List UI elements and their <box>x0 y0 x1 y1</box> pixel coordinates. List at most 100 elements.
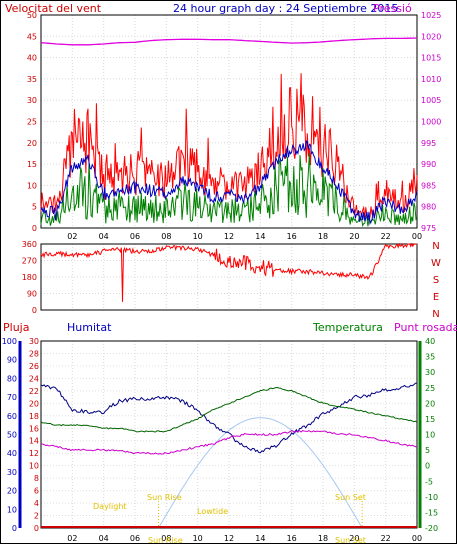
climate-panel-x-axis: 02 04 06 08 10 12 14 16 18 20 22 00 <box>67 534 422 543</box>
humidity-tick: 100 <box>2 337 17 346</box>
rain-tick: 26 <box>29 362 39 371</box>
x-tick-label: 02 <box>67 534 77 543</box>
humidity-tick: 50 <box>7 431 17 440</box>
sunrise-label: Sun Rise <box>147 493 182 502</box>
direction-tick: 180 <box>22 273 37 282</box>
rain-tick: 12 <box>29 449 39 458</box>
temperature-tick: -15 <box>425 508 438 517</box>
humidity-tick: 10 <box>7 505 17 514</box>
temperature-line <box>40 386 418 433</box>
x-tick-label: 12 <box>224 232 234 241</box>
pressure-line <box>40 37 418 46</box>
rain-tick: 24 <box>29 374 39 383</box>
compass-label: E <box>433 292 439 303</box>
rain-tick: 4 <box>34 499 39 508</box>
pressure-tick: 995 <box>421 139 436 148</box>
wind-speed-tick: 50 <box>27 11 37 20</box>
x-tick-label: 06 <box>130 534 140 543</box>
direction-tick: 0 <box>32 306 37 315</box>
direction-tick: 360 <box>22 240 37 249</box>
pressure-tick: 1015 <box>421 54 441 63</box>
direction-tick: 90 <box>27 290 37 299</box>
wind-speed-tick: 10 <box>27 181 37 190</box>
rain-tick: 30 <box>29 337 39 346</box>
temperature-tick: 20 <box>425 399 435 408</box>
pressure-tick: 985 <box>421 181 436 190</box>
temperature-title: Temperatura <box>312 321 383 334</box>
x-tick-label: 08 <box>161 232 171 241</box>
rain-tick: 14 <box>29 437 39 446</box>
pressure-tick: 1010 <box>421 75 441 84</box>
daylight-label: Daylight <box>93 502 127 511</box>
rain-tick: 8 <box>34 474 39 483</box>
wind-speed-tick: 15 <box>27 160 37 169</box>
temperature-tick: 0 <box>425 462 430 471</box>
x-tick-label: 06 <box>130 232 140 241</box>
rain-tick: 16 <box>29 424 39 433</box>
lowtide-label: Lowtide <box>197 507 228 516</box>
temperature-tick: -10 <box>425 493 438 502</box>
wind-speed-title: Velocitat del vent <box>5 2 102 15</box>
wind-speed-tick: 25 <box>27 118 37 127</box>
rain-tick: 2 <box>34 512 39 521</box>
pressure-tick: 1025 <box>421 11 441 20</box>
temperature-tick: 25 <box>425 384 435 393</box>
direction-tick: 270 <box>22 257 37 266</box>
x-tick-label: 14 <box>255 232 265 241</box>
rain-tick: 18 <box>29 412 39 421</box>
x-tick-label: 16 <box>287 232 297 241</box>
direction-panel-grid <box>41 243 418 311</box>
wind-speed-tick: 45 <box>27 32 37 41</box>
humidity-tick: 20 <box>7 487 17 496</box>
temperature-tick: 10 <box>425 431 435 440</box>
humidity-title: Humitat <box>67 321 112 334</box>
x-tick-label: 22 <box>381 232 391 241</box>
compass-label: N <box>432 241 439 252</box>
rain-tick: 6 <box>34 487 39 496</box>
wind-panel-grid <box>41 14 418 229</box>
temperature-tick: -20 <box>425 524 438 533</box>
wind-speed-tick: 5 <box>32 203 37 212</box>
x-tick-label: 18 <box>318 232 328 241</box>
temperature-tick: 30 <box>425 368 435 377</box>
humidity-tick: 40 <box>7 449 17 458</box>
pressure-tick: 990 <box>421 160 436 169</box>
pressure-tick: 1000 <box>421 118 441 127</box>
solar-curve-line <box>158 417 363 529</box>
wind-speed-tick: 40 <box>27 54 37 63</box>
temperature-tick: 40 <box>425 337 435 346</box>
x-tick-label: 00 <box>412 534 422 543</box>
humidity-tick: 70 <box>7 393 17 402</box>
rain-tick: 0 <box>34 524 39 533</box>
wind-speed-tick: 20 <box>27 139 37 148</box>
wind-speed-tick: 30 <box>27 96 37 105</box>
direction-axis: 360 270 180 90 0 <box>22 240 37 315</box>
pressure-tick: 975 <box>421 224 436 233</box>
compass-label: S <box>433 275 439 286</box>
wind-speed-tick: 35 <box>27 75 37 84</box>
x-tick-label: 16 <box>287 534 297 543</box>
dewpoint-title: Punt rosada <box>394 321 457 334</box>
sunset-label: Sun Set <box>335 493 366 502</box>
pressure-tick: 980 <box>421 203 436 212</box>
humidity-tick: 0 <box>12 524 17 533</box>
rain-tick: 10 <box>29 462 39 471</box>
x-tick-label: 10 <box>193 534 203 543</box>
x-tick-label: 20 <box>349 534 359 543</box>
x-tick-label: 04 <box>99 534 109 543</box>
humidity-tick: 30 <box>7 468 17 477</box>
humidity-line <box>40 382 418 454</box>
sunrise-time-label: Sun Rise <box>148 536 183 545</box>
x-tick-label: 18 <box>318 534 328 543</box>
graph-title: 24 hour graph day : 24 Septiembre 2015 <box>173 2 398 15</box>
compass-label: W <box>431 258 441 269</box>
humidity-tick: 90 <box>7 356 17 365</box>
temperature-tick: 35 <box>425 353 435 362</box>
wind-mean-line <box>40 140 418 226</box>
humidity-tick: 60 <box>7 412 17 421</box>
dewpoint-line <box>40 429 418 455</box>
compass-label: N <box>432 309 439 320</box>
